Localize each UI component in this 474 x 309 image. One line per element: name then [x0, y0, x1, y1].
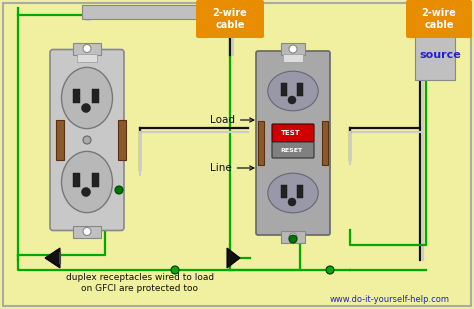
Bar	[73, 89, 80, 103]
Bar	[73, 226, 101, 238]
Bar	[73, 43, 101, 54]
FancyBboxPatch shape	[50, 49, 124, 231]
Bar	[281, 83, 287, 96]
Text: Line: Line	[210, 163, 254, 173]
Circle shape	[288, 96, 296, 104]
Text: Load: Load	[210, 115, 254, 125]
Text: www.do-it-yourself-help.com: www.do-it-yourself-help.com	[330, 295, 450, 304]
Bar	[281, 231, 305, 243]
Text: source: source	[419, 50, 461, 60]
Bar	[297, 83, 303, 96]
Ellipse shape	[62, 67, 112, 129]
Bar	[73, 173, 80, 187]
Bar	[297, 185, 303, 198]
Circle shape	[115, 186, 123, 194]
Text: TEST: TEST	[281, 130, 301, 136]
FancyBboxPatch shape	[272, 124, 314, 142]
Bar	[281, 43, 305, 55]
Circle shape	[171, 266, 179, 274]
Bar	[92, 89, 99, 103]
Bar	[258, 121, 264, 165]
Polygon shape	[45, 248, 60, 268]
Bar	[92, 173, 99, 187]
FancyBboxPatch shape	[272, 142, 314, 158]
Circle shape	[83, 227, 91, 235]
FancyBboxPatch shape	[256, 51, 330, 235]
Bar	[118, 120, 126, 160]
Circle shape	[289, 235, 297, 243]
Circle shape	[83, 136, 91, 144]
Text: RESET: RESET	[280, 147, 302, 153]
Bar	[281, 185, 287, 198]
Bar	[415, 5, 455, 80]
Ellipse shape	[268, 173, 318, 213]
Circle shape	[289, 233, 297, 241]
Text: 2-wire
cable: 2-wire cable	[422, 8, 456, 30]
Circle shape	[289, 45, 297, 53]
Polygon shape	[227, 248, 240, 268]
Bar	[322, 121, 328, 165]
Circle shape	[288, 198, 296, 206]
FancyBboxPatch shape	[196, 0, 264, 38]
Bar	[56, 120, 64, 160]
Bar	[283, 54, 303, 62]
Text: duplex receptacles wired to load
on GFCI are protected too: duplex receptacles wired to load on GFCI…	[66, 273, 214, 293]
Circle shape	[83, 44, 91, 53]
Bar	[82, 5, 237, 19]
Circle shape	[82, 104, 91, 112]
Ellipse shape	[62, 151, 112, 213]
FancyBboxPatch shape	[406, 0, 472, 38]
Ellipse shape	[268, 71, 318, 111]
Text: 2-wire
cable: 2-wire cable	[213, 8, 247, 30]
Circle shape	[82, 188, 91, 197]
Circle shape	[326, 266, 334, 274]
Bar	[77, 53, 97, 61]
